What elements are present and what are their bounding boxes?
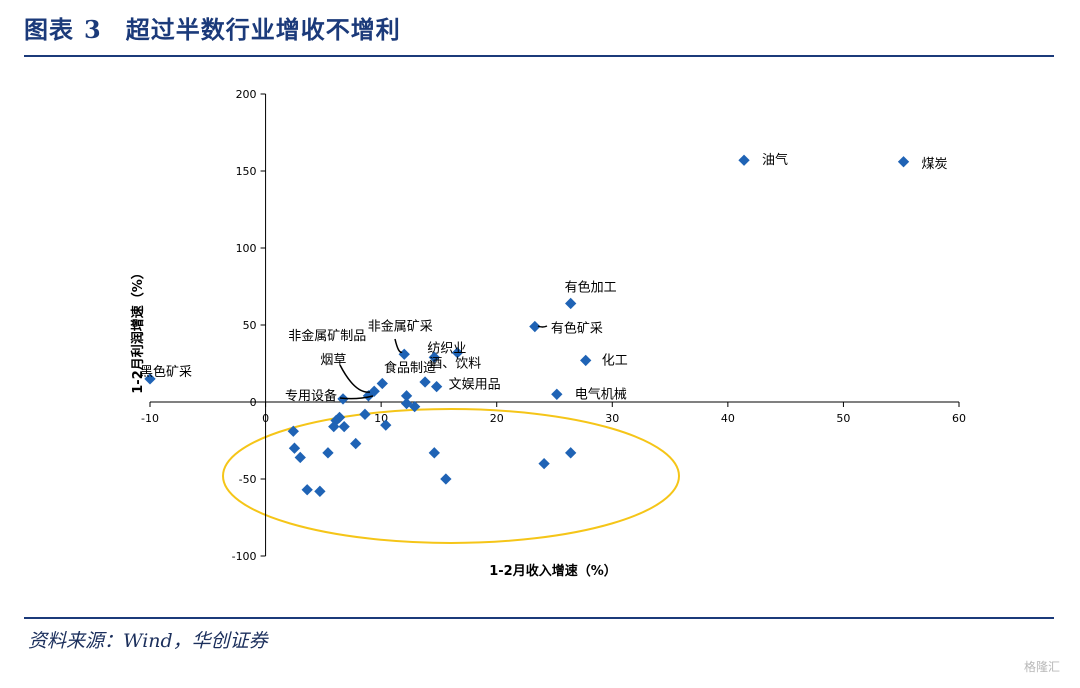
figure-label: 图表 (24, 15, 74, 44)
figure-number: 3 (84, 15, 102, 44)
watermark: 格隆汇 (1023, 660, 1060, 674)
data-point-label: 非金属矿制品 (288, 328, 366, 344)
data-point-label: 食品制造 (384, 360, 436, 376)
data-point (287, 425, 299, 437)
top-rule (24, 55, 1054, 57)
scatter-chart: -100-50050100150200-1001020304050601-2月收… (130, 88, 966, 579)
data-point (288, 442, 301, 454)
data-point-label: 有色矿采 (551, 321, 603, 337)
data-point (529, 320, 541, 333)
data-point-label: 黑色矿采 (140, 364, 192, 380)
data-point (398, 348, 410, 360)
data-point (350, 437, 362, 450)
data-point (430, 380, 443, 393)
data-point-label: 文娱用品 (449, 378, 501, 393)
highlight-ellipse (222, 408, 680, 544)
data-point (328, 420, 340, 433)
x-axis-title: 1-2月收入增速（%） (489, 563, 617, 579)
data-point (897, 156, 910, 168)
leader-line (394, 338, 403, 353)
leader-line (339, 395, 374, 400)
leader-line (537, 325, 548, 328)
data-point (314, 485, 326, 497)
data-point (301, 484, 313, 496)
y-tick-label: -100 (232, 550, 257, 563)
data-point (580, 354, 592, 367)
data-point-label: 煤炭 (922, 157, 948, 172)
data-point-label: 专用设备 (285, 388, 337, 404)
data-point (338, 420, 350, 433)
data-point-label: 有色加工 (565, 279, 617, 295)
data-point (294, 451, 306, 464)
data-point (565, 297, 577, 310)
x-tick-label: 60 (952, 412, 966, 425)
data-point-label: 油气 (762, 152, 788, 168)
data-point-label: 非金属矿采 (368, 318, 433, 334)
data-point (322, 447, 334, 459)
data-point (551, 388, 563, 400)
data-point (538, 457, 550, 470)
bottom-rule (24, 617, 1054, 619)
y-tick-label: -50 (239, 473, 257, 486)
data-point (362, 390, 375, 402)
data-point-label: 化工 (602, 353, 628, 368)
figure-title: 图表 3 超过半数行业增收不增利 (24, 10, 401, 45)
data-point-label: 电气机械 (575, 386, 627, 402)
x-tick-label: -10 (141, 412, 159, 425)
leader-line (339, 364, 371, 393)
data-point (428, 351, 440, 363)
y-tick-label: 150 (236, 165, 257, 178)
data-point (400, 390, 413, 402)
y-tick-label: 100 (236, 242, 257, 255)
y-tick-label: 200 (236, 88, 257, 101)
y-tick-label: 50 (243, 319, 257, 332)
data-point-label: 酒、饮料 (429, 356, 481, 371)
data-point-label: 烟草 (320, 353, 346, 368)
data-point (738, 154, 750, 166)
x-tick-label: 30 (605, 412, 619, 425)
x-tick-label: 20 (490, 412, 504, 425)
data-point (451, 347, 464, 359)
x-tick-label: 50 (836, 412, 850, 425)
figure-heading: 超过半数行业增收不增利 (125, 15, 401, 44)
y-axis-title: 1-2月利润增速（%） (130, 266, 146, 394)
data-point (565, 447, 577, 459)
x-tick-label: 0 (262, 412, 269, 425)
data-point (419, 376, 431, 388)
data-point (144, 373, 156, 385)
data-point (376, 377, 388, 390)
data-point (428, 447, 440, 459)
data-point (359, 408, 371, 420)
data-point-label: 纺织业 (427, 342, 466, 357)
data-point (440, 473, 452, 485)
x-tick-label: 40 (721, 412, 735, 425)
source-note: 资料来源：Wind，华创证券 (28, 630, 268, 652)
data-point (380, 419, 392, 431)
data-point (409, 400, 421, 413)
